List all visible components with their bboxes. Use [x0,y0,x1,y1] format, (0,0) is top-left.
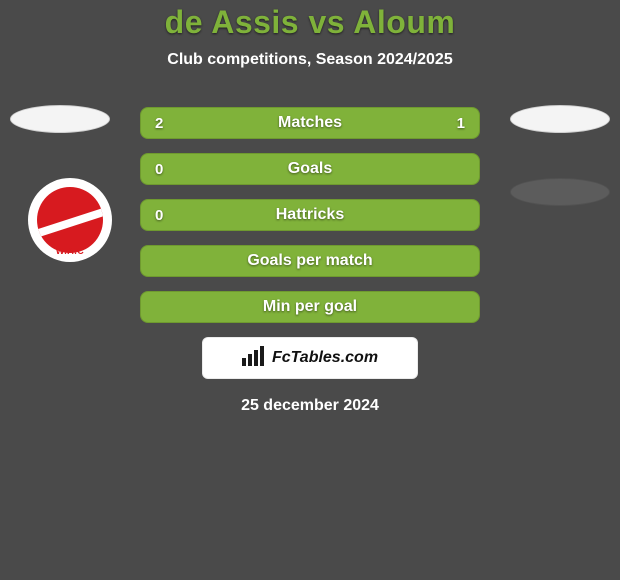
bar-hattricks: 0 Hattricks [140,199,480,231]
row-goals: 0 Goals [0,153,620,185]
player-right-badge [510,105,610,133]
val-hattricks-left: 0 [155,207,163,224]
label-matches: Matches [278,114,342,132]
watermark-box[interactable]: FcTables.com [202,337,418,379]
row-matches: 2 Matches 1 [0,107,620,139]
club-logo-text: W.A.C [28,246,112,256]
player-right-badge-2 [510,178,610,206]
label-gpm: Goals per match [247,252,372,270]
player-left-badge [10,105,110,133]
bar-goals: 0 Goals [140,153,480,185]
bar-mpg: Min per goal [140,291,480,323]
subtitle: Club competitions, Season 2024/2025 [0,51,620,69]
bar-gpm: Goals per match [140,245,480,277]
label-hattricks: Hattricks [276,206,344,224]
val-matches-right: 1 [457,115,465,132]
page-title: de Assis vs Aloum [0,4,620,41]
bar-matches: 2 Matches 1 [140,107,480,139]
row-mpg: Min per goal [0,291,620,323]
label-goals: Goals [288,160,332,178]
val-goals-left: 0 [155,161,163,178]
watermark-area: FcTables.com [0,337,620,379]
club-logo-inner [37,187,103,253]
bar-chart-icon [242,346,266,371]
club-logo-left: W.A.C [28,178,112,262]
label-mpg: Min per goal [263,298,357,316]
generated-date: 25 december 2024 [0,397,620,415]
val-matches-left: 2 [155,115,163,132]
club-logo-stripe [37,207,103,239]
page: de Assis vs Aloum Club competitions, Sea… [0,0,620,580]
watermark-text: FcTables.com [272,349,378,367]
